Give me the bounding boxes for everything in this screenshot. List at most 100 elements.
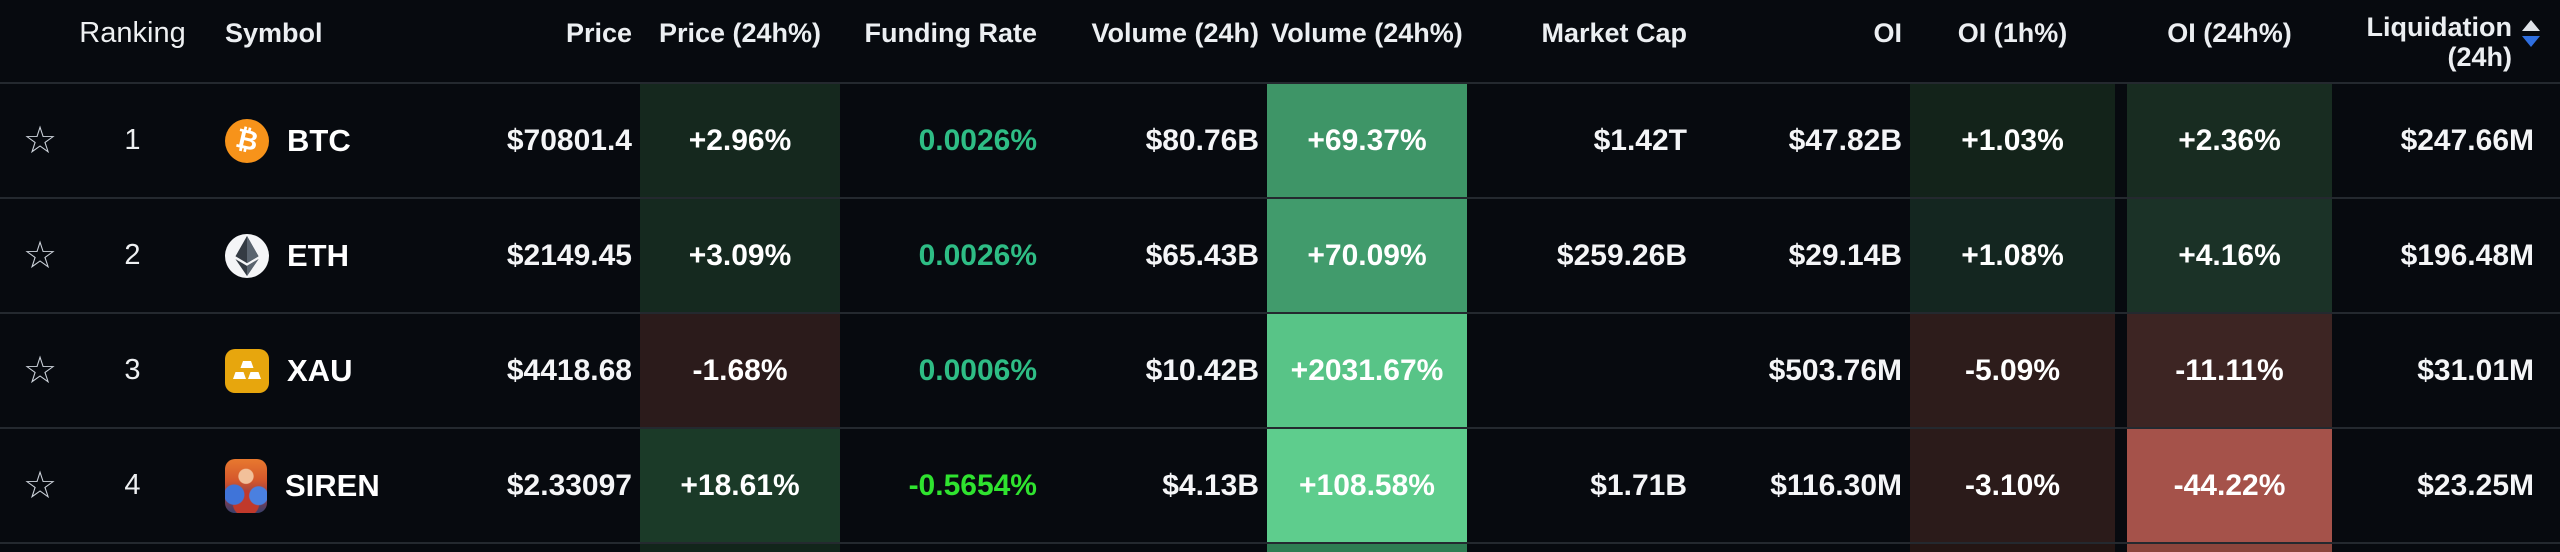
cell-volume_24h_pct: [1267, 544, 1467, 552]
heat-cell: +2.36%: [2127, 84, 2332, 197]
eth-icon: [225, 233, 269, 278]
liquidation-label-line1: Liquidation: [2366, 12, 2512, 42]
funding-rate-value: 0.0026%: [918, 123, 1037, 157]
column-label: Volume (24h): [1091, 18, 1259, 48]
pct-value: -44.22%: [2173, 468, 2286, 502]
column-label: Symbol: [225, 18, 323, 48]
table-row[interactable]: ☆ 4 SIREN $2.33097 +18.61% -0.5654% $4.13B +108…: [0, 429, 2560, 544]
pct-value: +3.09%: [688, 238, 792, 272]
column-header-symbol[interactable]: Symbol: [185, 0, 385, 82]
cell-oi_1h_pct: +1.08%: [1910, 199, 2115, 312]
favorite-star-icon[interactable]: ☆: [22, 349, 58, 392]
heat-cell: +2.96%: [640, 84, 840, 197]
column-gap: [2115, 84, 2127, 197]
column-header-volume_24h[interactable]: Volume (24h): [1045, 0, 1267, 82]
favorite-star-icon[interactable]: ☆: [22, 464, 58, 507]
liquidation-header: Liquidation (24h): [2367, 12, 2540, 72]
table-row[interactable]: ☆ 3 XAU $4418.68 -1.68% 0.0006% $10.42B +2031.6…: [0, 314, 2560, 429]
column-header-ranking[interactable]: Ranking: [79, 0, 185, 82]
column-header-volume_24h_pct[interactable]: Volume (24h%): [1267, 0, 1467, 82]
cell-price: $4418.68: [385, 314, 640, 427]
pct-value: -1.68%: [692, 353, 788, 387]
cell-ranking: [80, 544, 185, 552]
column-header-fav: [0, 0, 80, 82]
column-header-oi_24h_pct[interactable]: OI (24h%): [2127, 0, 2332, 82]
ranking-value: 3: [124, 354, 141, 386]
cell-price_24h_pct: -1.68%: [640, 314, 840, 427]
column-label: Market Cap: [1541, 18, 1687, 48]
cell-symbol: XAU: [185, 314, 385, 427]
volume_24h-value: $4.13B: [1162, 468, 1259, 502]
liquidation_24h-value: $31.01M: [2417, 353, 2534, 387]
symbol-label: SIREN: [285, 467, 380, 503]
cell-market_cap: $1.42T: [1467, 84, 1695, 197]
cell-oi_24h_pct: +2.36%: [2127, 84, 2332, 197]
cell-oi: $47.82B: [1695, 84, 1910, 197]
column-header-funding_rate[interactable]: Funding Rate: [840, 0, 1045, 82]
column-header-price_24h_pct[interactable]: Price (24h%): [640, 0, 840, 82]
cell-symbol: ETH: [185, 199, 385, 312]
cell-oi_24h_pct: +4.16%: [2127, 199, 2332, 312]
pct-value: +1.03%: [1961, 123, 2064, 157]
cell-symbol: SIREN: [185, 429, 385, 542]
cell-oi_1h_pct: -3.10%: [1910, 429, 2115, 542]
column-label: Volume (24h%): [1271, 18, 1463, 48]
column-header-liquidation_24h[interactable]: Liquidation (24h): [2332, 0, 2560, 82]
heat-cell: [1267, 544, 1467, 552]
table-row[interactable]: ☆ 2 ETH $2149.45 +3.09% 0.0026% $65.43B +70.09%…: [0, 199, 2560, 314]
heat-cell: +1.08%: [1910, 199, 2115, 312]
cell-fav: ☆: [0, 429, 80, 542]
cell-price: $2.33097: [385, 429, 640, 542]
pct-value: +4.16%: [2178, 238, 2281, 272]
column-gap: [2115, 199, 2127, 312]
oi-value: $29.14B: [1788, 238, 1902, 272]
sort-asc-icon[interactable]: [2522, 20, 2540, 31]
cell-oi: $503.76M: [1695, 314, 1910, 427]
funding-rate-value: -0.5654%: [908, 468, 1037, 502]
favorite-star-icon[interactable]: ☆: [22, 119, 58, 162]
table-body: ☆ 1 ₿ BTC $70801.4 +2.96% 0.0026% $80.76B +69.37…: [0, 84, 2560, 552]
volume_24h-value: $80.76B: [1145, 123, 1259, 157]
oi-value: $503.76M: [1768, 353, 1902, 387]
cell-liquidation_24h: $31.01M: [2332, 314, 2560, 427]
column-gap: [2115, 429, 2127, 542]
heat-cell: +18.61%: [640, 429, 840, 542]
pct-value: +108.58%: [1299, 468, 1435, 502]
cell-price_24h_pct: [640, 544, 840, 552]
column-header-price[interactable]: Price: [385, 0, 640, 82]
column-label: Price (24h%): [658, 18, 822, 48]
favorite-star-icon[interactable]: ☆: [22, 234, 58, 277]
heat-cell: +69.37%: [1267, 84, 1467, 197]
heat-cell: +70.09%: [1267, 199, 1467, 312]
column-header-oi[interactable]: OI: [1695, 0, 1910, 82]
cell-fav: ☆: [0, 84, 80, 197]
cell-ranking: 1: [80, 84, 185, 197]
cell-liquidation_24h: $196.48M: [2332, 199, 2560, 312]
sort-desc-icon[interactable]: [2522, 36, 2540, 47]
column-label: Price: [565, 18, 632, 48]
btc-icon: ₿: [225, 118, 269, 163]
cell-fav: ☆: [0, 314, 80, 427]
pct-value: +2.96%: [688, 123, 792, 157]
sort-icons[interactable]: [2522, 20, 2540, 47]
heat-cell: -44.22%: [2127, 429, 2332, 542]
cell-oi_24h_pct: -44.22%: [2127, 429, 2332, 542]
liquidation_24h-value: $196.48M: [2400, 238, 2534, 272]
cell-fav: ☆: [0, 199, 80, 312]
cell-volume_24h_pct: +69.37%: [1267, 84, 1467, 197]
table-row[interactable]: ☆ 1 ₿ BTC $70801.4 +2.96% 0.0026% $80.76B +69.37…: [0, 84, 2560, 199]
cell-volume_24h_pct: +2031.67%: [1267, 314, 1467, 427]
cell-price_24h_pct: +18.61%: [640, 429, 840, 542]
pct-value: -3.10%: [1964, 468, 2061, 502]
column-header-oi_1h_pct[interactable]: OI (1h%): [1910, 0, 2115, 82]
pct-value: +1.08%: [1961, 238, 2064, 272]
ranking-value: 4: [124, 469, 141, 501]
cell-funding_rate: 0.0006%: [840, 314, 1045, 427]
column-header-market_cap[interactable]: Market Cap: [1467, 0, 1695, 82]
heat-cell: +3.09%: [640, 199, 840, 312]
volume_24h-value: $10.42B: [1145, 353, 1259, 387]
symbol-label: XAU: [287, 352, 353, 388]
heat-cell: +108.58%: [1267, 429, 1467, 542]
cell-fav: [0, 544, 80, 552]
